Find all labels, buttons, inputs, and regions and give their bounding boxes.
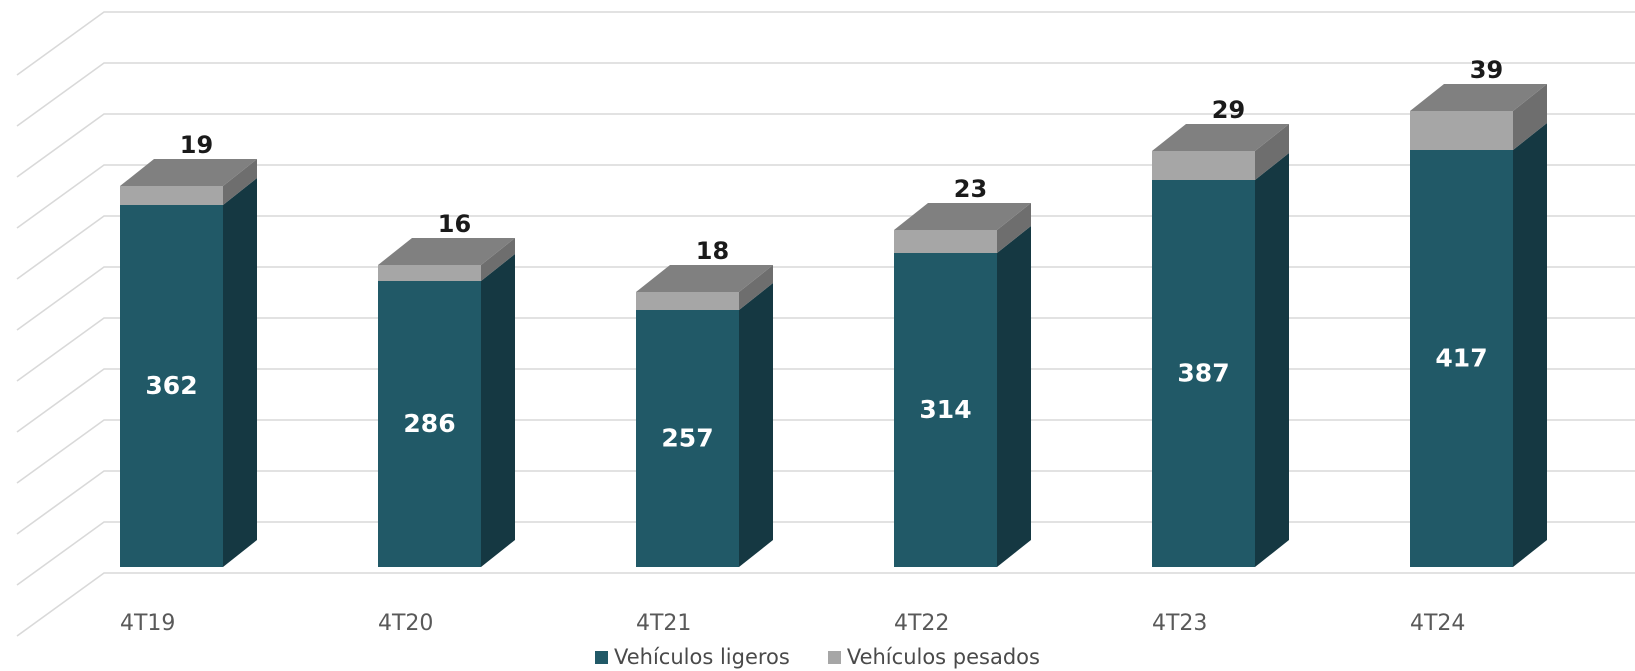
- bar-pesados: [636, 292, 739, 310]
- bar-ligeros: [1152, 180, 1255, 567]
- category-label: 4T22: [894, 611, 949, 636]
- bar-pesados: [120, 186, 223, 205]
- data-label-ligeros: 362: [145, 371, 197, 400]
- data-label-pesados: 18: [696, 237, 729, 265]
- bar-side-ligeros: [997, 226, 1031, 567]
- category-label: 4T20: [378, 611, 433, 636]
- bar-top-cap: [1410, 84, 1547, 111]
- gridline: [16, 368, 1635, 433]
- legend-entry-pesados[interactable]: Vehículos pesados: [827, 645, 1040, 669]
- legend: Vehículos ligeros Vehículos pesados: [0, 645, 1635, 669]
- data-label-pesados: 39: [1470, 56, 1503, 84]
- gridline: [16, 317, 1635, 382]
- bar-pesados: [378, 265, 481, 281]
- bar-pesados: [894, 230, 997, 253]
- data-label-pesados: 23: [954, 175, 987, 203]
- gridline: [16, 470, 1635, 535]
- gridline: [16, 11, 1635, 76]
- data-label-ligeros: 417: [1435, 344, 1487, 373]
- bar-ligeros: [120, 205, 223, 567]
- bar-side-pesados: [1255, 124, 1289, 180]
- bar-side-pesados: [997, 203, 1031, 253]
- category-label: 4T21: [636, 611, 691, 636]
- bar-side-pesados: [739, 265, 773, 310]
- bar-ligeros: [1410, 150, 1513, 567]
- bar-ligeros: [636, 310, 739, 567]
- gridline: [16, 521, 1635, 586]
- legend-entry-ligeros[interactable]: Vehículos ligeros: [595, 645, 790, 669]
- bar-ligeros: [378, 281, 481, 567]
- data-label-ligeros: 286: [403, 409, 455, 438]
- bar-pesados: [1410, 111, 1513, 150]
- bar-pesados: [1152, 151, 1255, 180]
- gridline: [16, 419, 1635, 484]
- bar-side-pesados: [223, 159, 257, 205]
- bar-side-pesados: [481, 238, 515, 281]
- bar-side-ligeros: [739, 283, 773, 567]
- data-label-ligeros: 314: [919, 395, 971, 424]
- gridline: [16, 113, 1635, 178]
- legend-swatch-pesados: [827, 650, 841, 664]
- data-label-pesados: 29: [1212, 96, 1245, 124]
- bar-top-cap: [120, 159, 257, 186]
- bar-top-cap: [894, 203, 1031, 230]
- category-label: 4T24: [1410, 611, 1465, 636]
- gridline: [16, 215, 1635, 280]
- gridline: [16, 62, 1635, 127]
- category-label: 4T19: [120, 611, 175, 636]
- data-label-ligeros: 387: [1177, 359, 1229, 388]
- legend-swatch-ligeros: [595, 650, 608, 664]
- data-label-ligeros: 257: [661, 424, 713, 453]
- gridline: [16, 164, 1635, 229]
- gridline: [16, 572, 1635, 637]
- bar-side-ligeros: [481, 254, 515, 567]
- gridline: [16, 266, 1635, 331]
- bar-ligeros: [894, 253, 997, 567]
- legend-label-pesados: Vehículos pesados: [846, 645, 1040, 669]
- legend-label-ligeros: Vehículos ligeros: [614, 645, 790, 669]
- bar-side-ligeros: [223, 178, 257, 567]
- data-label-pesados: 16: [438, 210, 471, 238]
- category-label: 4T23: [1152, 611, 1207, 636]
- bar-top-cap: [636, 265, 773, 292]
- bar-side-pesados: [1513, 84, 1547, 150]
- bar-top-cap: [378, 238, 515, 265]
- bar-side-ligeros: [1255, 153, 1289, 567]
- data-label-pesados: 19: [180, 131, 213, 159]
- bar-top-cap: [1152, 124, 1289, 151]
- bar-side-ligeros: [1513, 123, 1547, 567]
